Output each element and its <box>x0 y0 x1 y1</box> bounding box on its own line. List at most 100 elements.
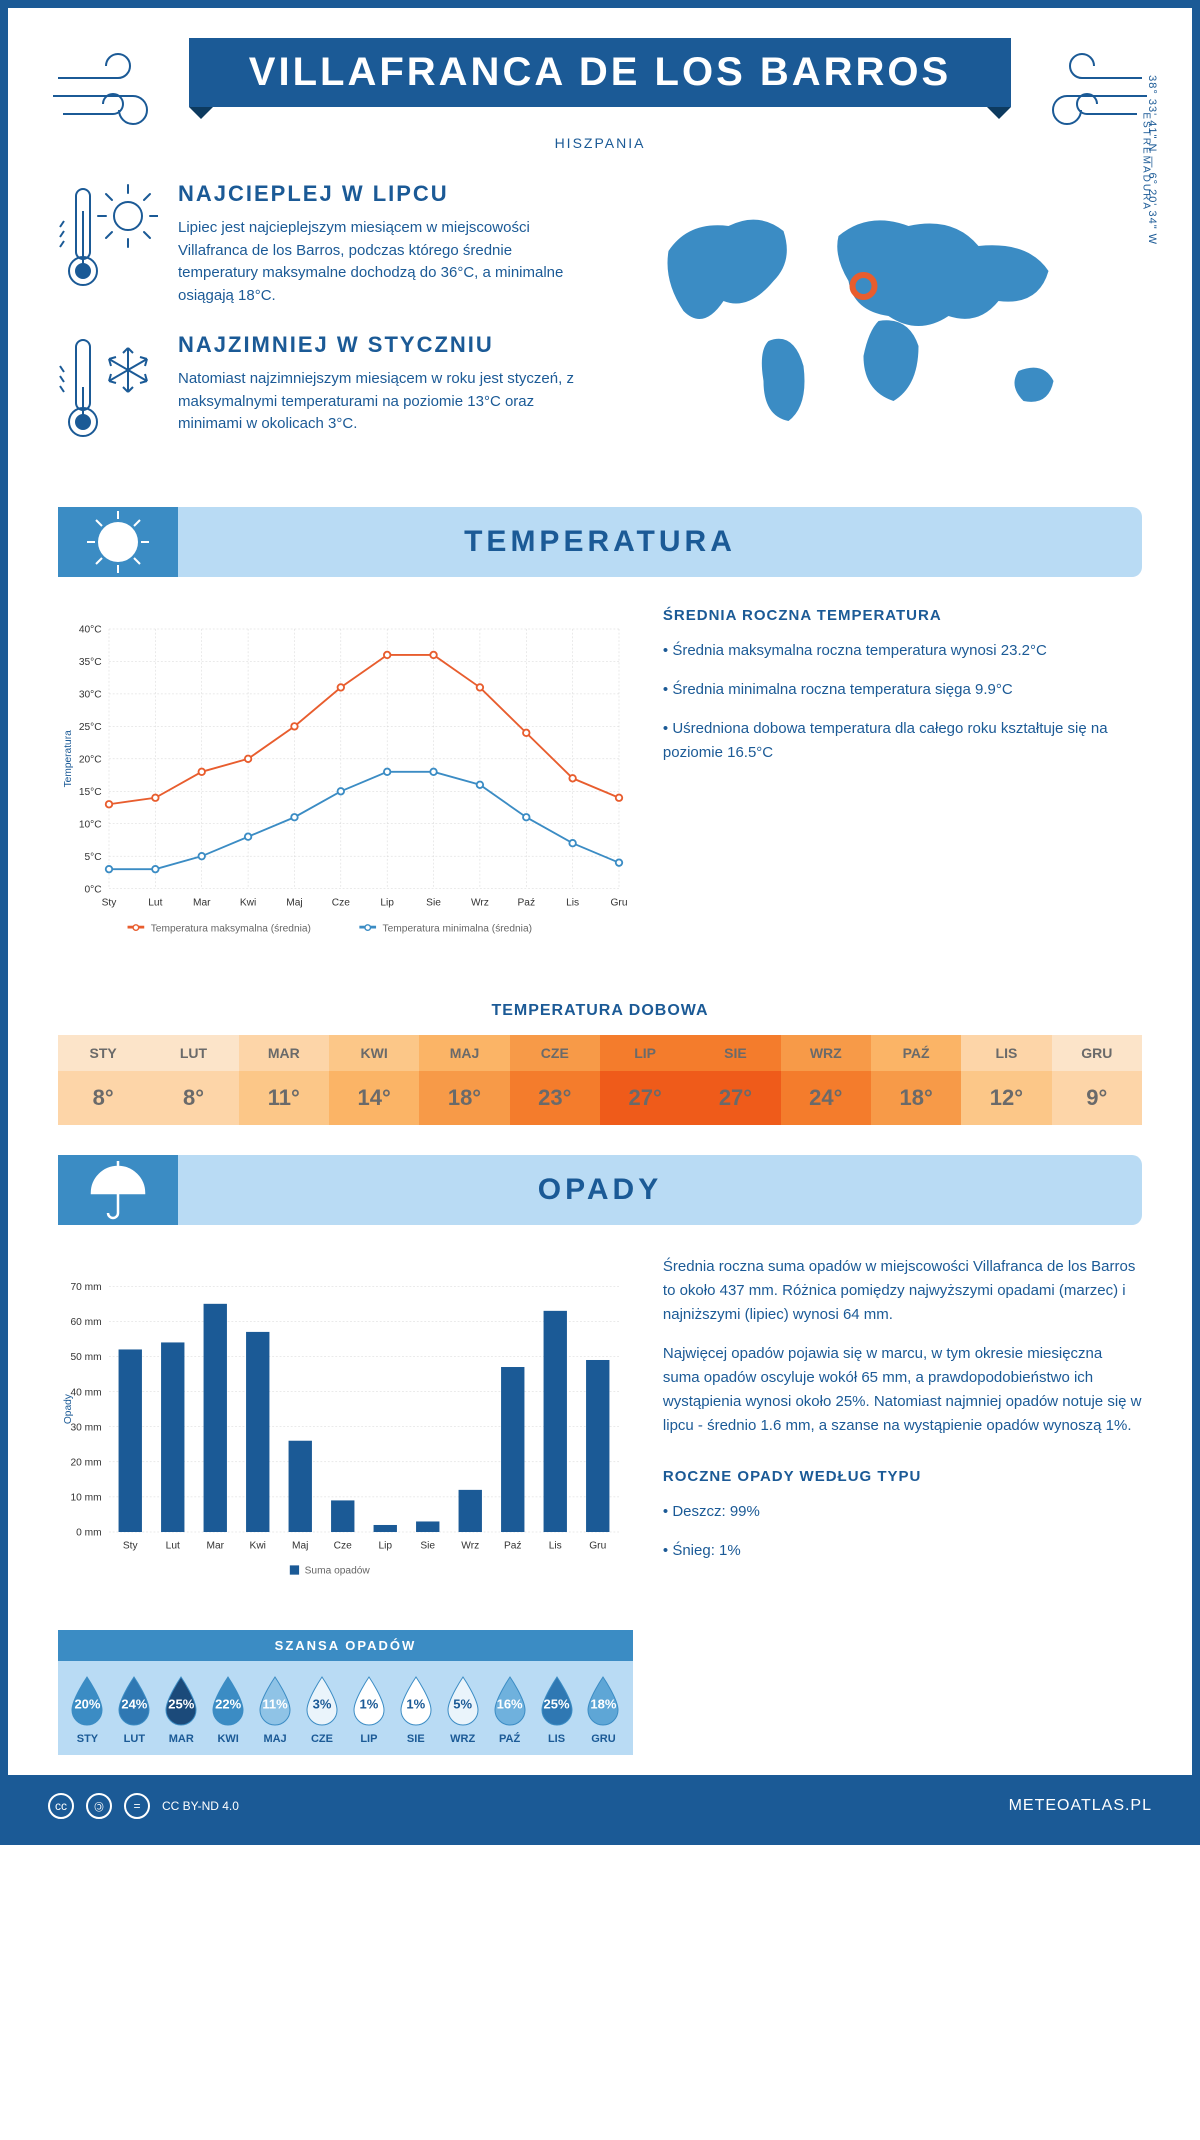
svg-text:60 mm: 60 mm <box>70 1317 101 1328</box>
fact-warmest-text: Lipiec jest najcieplejszym miesiącem w m… <box>178 217 585 307</box>
svg-text:30 mm: 30 mm <box>70 1422 101 1433</box>
temp-cell: MAJ18° <box>419 1035 509 1125</box>
precip-para-1: Średnia roczna suma opadów w miejscowośc… <box>663 1255 1142 1327</box>
precip-type-bullet-1: • Śnieg: 1% <box>663 1539 1142 1563</box>
fact-coldest-text: Natomiast najzimniejszym miesiącem w rok… <box>178 368 585 436</box>
fact-coldest-title: NAJZIMNIEJ W STYCZNIU <box>178 332 585 358</box>
precipitation-chart-col: 0 mm10 mm20 mm30 mm40 mm50 mm60 mm70 mmS… <box>58 1255 633 1755</box>
rain-drop-cell: 16% PAŹ <box>486 1675 533 1745</box>
umbrella-icon <box>58 1155 178 1225</box>
footer-site: METEOATLAS.PL <box>1009 1797 1152 1815</box>
temperature-text-col: ŚREDNIA ROCZNA TEMPERATURA • Średnia mak… <box>663 607 1142 962</box>
temp-cell: WRZ24° <box>781 1035 871 1125</box>
rain-drop-cell: 5% WRZ <box>439 1675 486 1745</box>
svg-text:Suma opadów: Suma opadów <box>305 1566 371 1577</box>
temp-cell: PAŹ18° <box>871 1035 961 1125</box>
raindrop-icon: 25% <box>536 1675 578 1727</box>
svg-text:0°C: 0°C <box>84 884 101 895</box>
coordinates-label: 38° 33' 41" N — 6° 20' 34" W <box>1146 75 1158 245</box>
avg-temp-bullet-0: • Średnia maksymalna roczna temperatura … <box>663 639 1142 663</box>
precip-type-heading: ROCZNE OPADY WEDŁUG TYPU <box>663 1468 1142 1485</box>
temperature-title: TEMPERATURA <box>58 525 1142 559</box>
fact-warmest-title: NAJCIEPLEJ W LIPCU <box>178 181 585 207</box>
svg-text:5°C: 5°C <box>84 852 101 863</box>
raindrop-icon: 1% <box>395 1675 437 1727</box>
daily-temp-table: STY8°LUT8°MAR11°KWI14°MAJ18°CZE23°LIP27°… <box>58 1035 1142 1125</box>
page-title: VILLAFRANCA DE LOS BARROS <box>249 50 951 95</box>
svg-text:Opady: Opady <box>63 1393 74 1424</box>
svg-text:Gru: Gru <box>611 897 628 908</box>
svg-text:70 mm: 70 mm <box>70 1282 101 1293</box>
fact-coldest: NAJZIMNIEJ W STYCZNIU Natomiast najzimni… <box>58 332 585 442</box>
title-banner: VILLAFRANCA DE LOS BARROS <box>189 38 1011 107</box>
svg-text:30°C: 30°C <box>79 690 102 701</box>
precipitation-text-col: Średnia roczna suma opadów w miejscowośc… <box>663 1255 1142 1755</box>
intro-section: NAJCIEPLEJ W LIPCU Lipiec jest najcieple… <box>8 161 1192 497</box>
svg-text:Lis: Lis <box>549 1541 562 1552</box>
rain-chance-title: SZANSA OPADÓW <box>58 1630 633 1661</box>
svg-text:Sty: Sty <box>123 1541 139 1552</box>
fact-warmest: NAJCIEPLEJ W LIPCU Lipiec jest najcieple… <box>58 181 585 307</box>
temp-cell: LIP27° <box>600 1035 690 1125</box>
raindrop-icon: 24% <box>113 1675 155 1727</box>
temperature-body: 0°C5°C10°C15°C20°C25°C30°C35°C40°CStyLut… <box>8 587 1192 982</box>
temp-cell: LUT8° <box>148 1035 238 1125</box>
svg-text:Sie: Sie <box>426 897 441 908</box>
by-icon: 🄯 <box>86 1793 112 1819</box>
raindrop-icon: 18% <box>582 1675 624 1727</box>
svg-text:Cze: Cze <box>334 1541 352 1552</box>
rain-drop-cell: 11% MAJ <box>252 1675 299 1745</box>
avg-temp-heading: ŚREDNIA ROCZNA TEMPERATURA <box>663 607 1142 624</box>
svg-text:Sty: Sty <box>102 897 118 908</box>
svg-text:Wrz: Wrz <box>461 1541 479 1552</box>
rain-drop-cell: 25% LIS <box>533 1675 580 1745</box>
license-text: CC BY-ND 4.0 <box>162 1799 239 1813</box>
svg-text:Lip: Lip <box>380 897 394 908</box>
svg-text:Lut: Lut <box>166 1541 180 1552</box>
svg-text:Temperatura maksymalna (średni: Temperatura maksymalna (średnia) <box>151 923 311 934</box>
map-block: ESTREMADURA 38° 33' 41" N — 6° 20' 34" W <box>615 181 1142 467</box>
svg-text:10°C: 10°C <box>79 819 102 830</box>
svg-text:Maj: Maj <box>286 897 302 908</box>
svg-text:Mar: Mar <box>206 1541 224 1552</box>
rain-drop-cell: 22% KWI <box>205 1675 252 1745</box>
temperature-line-chart: 0°C5°C10°C15°C20°C25°C30°C35°C40°CStyLut… <box>58 607 633 957</box>
svg-text:50 mm: 50 mm <box>70 1352 101 1363</box>
rain-drop-cell: 25% MAR <box>158 1675 205 1745</box>
sun-icon <box>58 507 178 577</box>
thermometer-snow-icon <box>58 332 158 442</box>
temp-cell: SIE27° <box>690 1035 780 1125</box>
raindrop-icon: 3% <box>301 1675 343 1727</box>
svg-text:Temperatura: Temperatura <box>63 730 74 788</box>
svg-text:Paź: Paź <box>517 897 535 908</box>
rain-chance-block: SZANSA OPADÓW 20% STY 24% LUT 25% MAR 22… <box>58 1630 633 1755</box>
temp-cell: KWI14° <box>329 1035 419 1125</box>
raindrop-icon: 25% <box>160 1675 202 1727</box>
svg-text:Maj: Maj <box>292 1541 308 1552</box>
svg-text:Lip: Lip <box>378 1541 392 1552</box>
temp-cell: GRU9° <box>1052 1035 1142 1125</box>
daily-temp-title: TEMPERATURA DOBOWA <box>8 1002 1192 1020</box>
temp-cell: STY8° <box>58 1035 148 1125</box>
svg-text:Paź: Paź <box>504 1541 522 1552</box>
rain-chance-row: 20% STY 24% LUT 25% MAR 22% KWI <box>58 1661 633 1755</box>
temperature-header: TEMPERATURA <box>58 507 1142 577</box>
svg-text:Wrz: Wrz <box>471 897 489 908</box>
rain-drop-cell: 20% STY <box>64 1675 111 1745</box>
avg-temp-bullet-2: • Uśredniona dobowa temperatura dla całe… <box>663 717 1142 765</box>
precip-type-bullet-0: • Deszcz: 99% <box>663 1500 1142 1524</box>
thermometer-sun-icon <box>58 181 158 291</box>
svg-text:Gru: Gru <box>589 1541 606 1552</box>
svg-text:10 mm: 10 mm <box>70 1493 101 1504</box>
intro-facts: NAJCIEPLEJ W LIPCU Lipiec jest najcieple… <box>58 181 585 467</box>
svg-text:0 mm: 0 mm <box>76 1528 101 1539</box>
world-map-icon <box>615 181 1142 441</box>
svg-text:Kwi: Kwi <box>250 1541 266 1552</box>
svg-text:20 mm: 20 mm <box>70 1458 101 1469</box>
temp-cell: CZE23° <box>510 1035 600 1125</box>
avg-temp-bullet-1: • Średnia minimalna roczna temperatura s… <box>663 678 1142 702</box>
header: VILLAFRANCA DE LOS BARROS HISZPANIA <box>8 8 1192 161</box>
svg-text:35°C: 35°C <box>79 657 102 668</box>
rain-drop-cell: 1% LIP <box>345 1675 392 1745</box>
svg-text:15°C: 15°C <box>79 787 102 798</box>
